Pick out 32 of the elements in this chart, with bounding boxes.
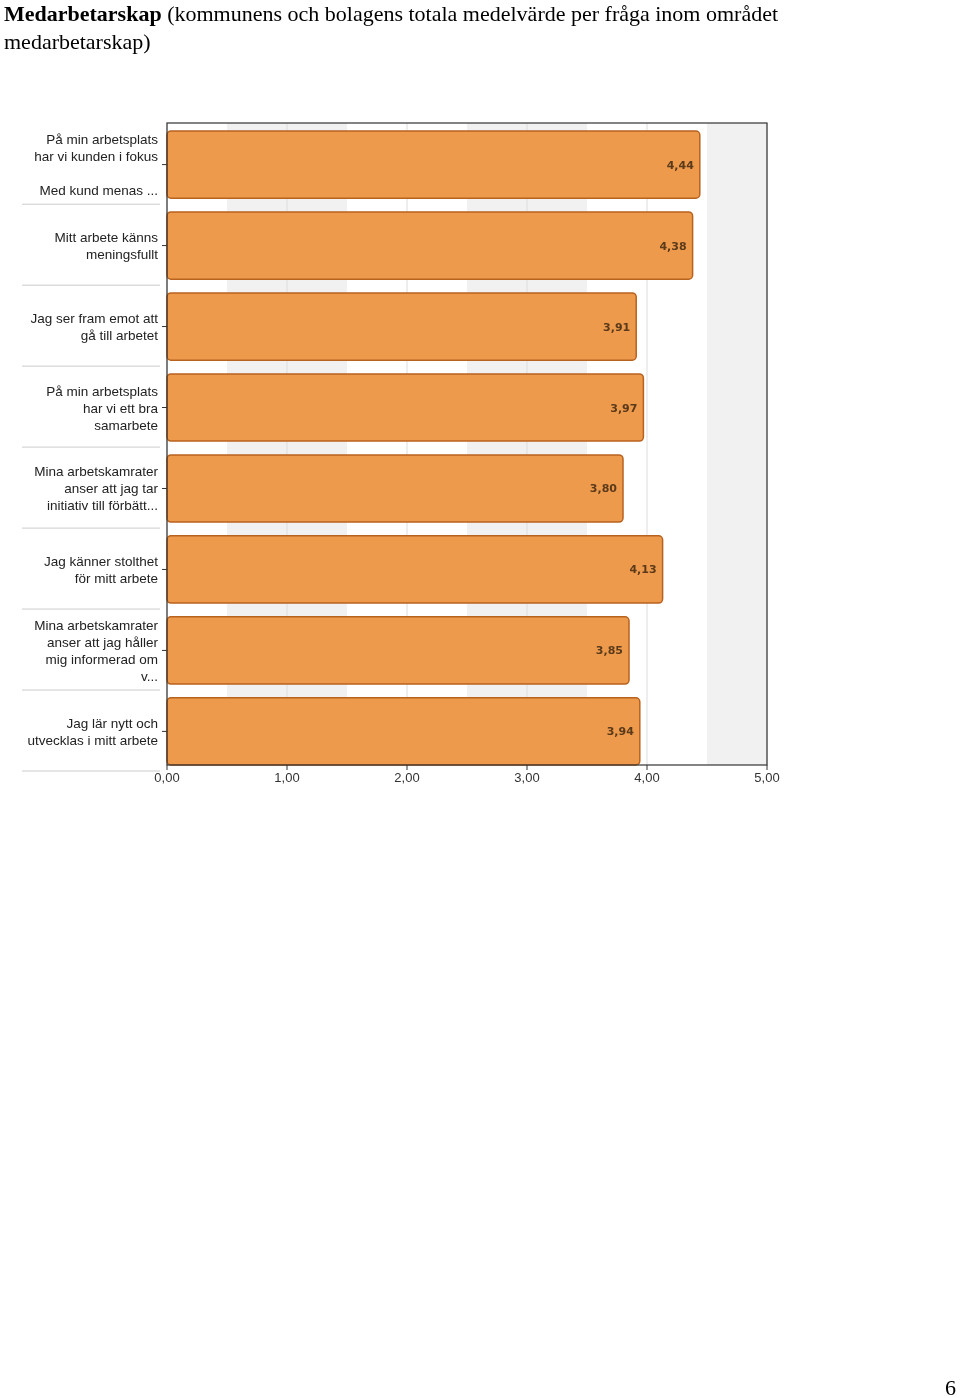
y-tick-label: På min arbetsplats har vi ett bra samarbete bbox=[46, 383, 159, 433]
y-tick-label: Mina arbetskamrater anser att jag håller mig informerad om v... bbox=[34, 617, 159, 684]
text: 6 bbox=[945, 1375, 956, 1398]
bar bbox=[166, 211, 694, 280]
y-tick-label: Mitt arbete känns meningsfullt bbox=[54, 230, 159, 263]
y-tick-label: Mina arbetskamrater anser att jag tar initiativ till förbätt... bbox=[34, 464, 159, 514]
y-tick-label: Jag känner stolthet för mitt arbete bbox=[43, 553, 159, 586]
bar bbox=[166, 454, 624, 523]
x-tick-label: 2,00 bbox=[394, 770, 420, 785]
x-tick-label: 4,00 bbox=[634, 770, 660, 785]
bar bbox=[166, 535, 664, 604]
x-tick-label: 3,00 bbox=[514, 770, 540, 785]
bar bbox=[166, 697, 641, 766]
data-label: 4,38 bbox=[659, 239, 687, 253]
data-label: 3,85 bbox=[595, 644, 623, 658]
bar bbox=[166, 373, 645, 442]
category-label: På min arbetsplats har vi kunden i fokus Med kund menas ... bbox=[34, 132, 158, 199]
data-label: 4,44 bbox=[666, 158, 695, 172]
data-label: 3,80 bbox=[589, 482, 618, 496]
x-tick-label: 5,00 bbox=[754, 770, 780, 785]
data-label: 4,13 bbox=[629, 563, 657, 577]
y-tick-label: Jag ser fram emot att gå till arbetet bbox=[30, 311, 159, 344]
bar bbox=[166, 130, 701, 199]
bar bbox=[166, 292, 637, 361]
y-tick-label: Jag lär nytt och utvecklas i mitt arbete bbox=[27, 715, 158, 748]
data-label: 3,97 bbox=[610, 401, 638, 415]
bar bbox=[166, 616, 630, 685]
chart-title: Medarbetarskap (kommunens och bolagens totala medelvärde per fråga inom området medarbetarskap) bbox=[4, 1, 779, 54]
x-tick-label: 0,00 bbox=[154, 770, 180, 785]
data-label: 3,94 bbox=[606, 725, 635, 739]
data-label: 3,91 bbox=[603, 320, 631, 334]
x-tick-label: 1,00 bbox=[274, 770, 300, 785]
